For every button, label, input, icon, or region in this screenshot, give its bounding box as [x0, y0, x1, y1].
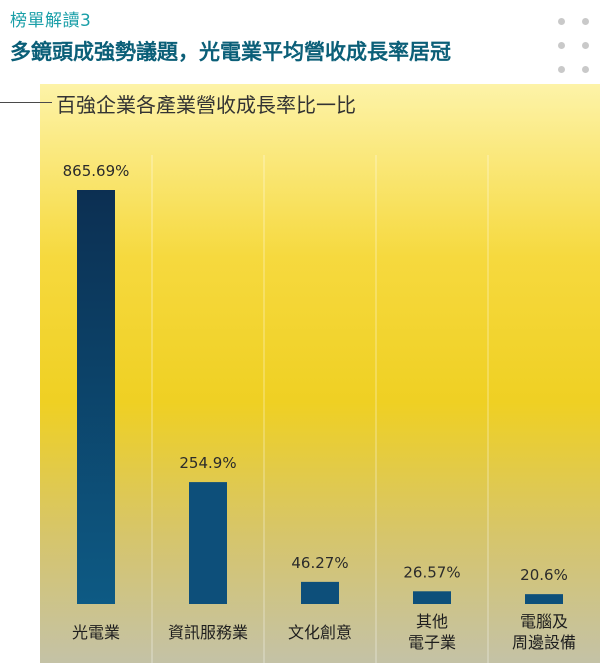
category-label-line: 電腦及: [520, 612, 568, 631]
bar-5: [525, 594, 563, 604]
category-labels: 光電業 資訊服務業 文化創意 其他電子業 電腦及周邊設備: [72, 612, 576, 652]
value-labels: 865.69% 254.9% 46.27% 26.57% 20.6%: [63, 162, 568, 584]
category-label-line: 光電業: [72, 623, 120, 642]
value-label: 20.6%: [520, 566, 568, 584]
bar-2: [189, 482, 227, 604]
page-headline: 多鏡頭成強勢議題，光電業平均營收成長率居冠: [10, 40, 451, 64]
chart-background-panel: [40, 84, 600, 663]
section-kicker: 榜單解讀3: [10, 11, 92, 31]
chart-title: 百強企業各產業營收成長率比一比: [56, 93, 356, 117]
bars: [77, 190, 563, 604]
category-label-line: 其他: [416, 612, 448, 631]
bar-4: [413, 591, 451, 604]
value-label: 865.69%: [63, 162, 130, 180]
value-label: 46.27%: [291, 554, 348, 572]
category-label: 光電業: [72, 623, 120, 642]
column-separators: [151, 155, 489, 663]
category-label-line: 電子業: [408, 633, 456, 652]
category-label-line: 文化創意: [288, 623, 352, 642]
category-label: 電腦及周邊設備: [512, 612, 576, 652]
category-label: 其他電子業: [408, 612, 456, 652]
category-label-line: 周邊設備: [512, 633, 576, 652]
category-label: 文化創意: [288, 623, 352, 642]
chart-title-rule: [0, 102, 52, 103]
category-label: 資訊服務業: [168, 623, 248, 642]
value-label: 26.57%: [403, 563, 460, 581]
value-label: 254.9%: [179, 454, 236, 472]
bar-3: [301, 581, 339, 604]
bar-1: [77, 190, 115, 604]
category-label-line: 資訊服務業: [168, 623, 248, 642]
